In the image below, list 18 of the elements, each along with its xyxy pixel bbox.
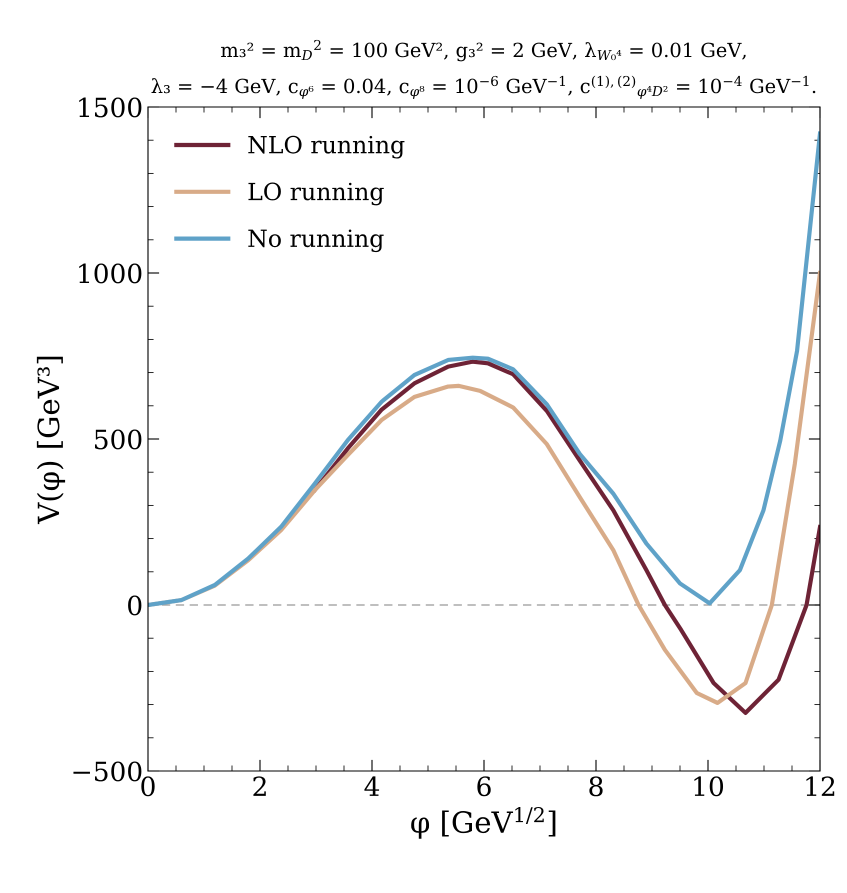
x-tick-label: 8 <box>589 776 603 796</box>
chart-title: m₃² = m$_{D}$$^{2}$ = 100 GeV², g₃² = 2 GeV, λ$_{W₀⁴}$ = 0.01 GeV, λ₃ = −4 GeV, c$_{φ⁶}$ = 0.04, c$_{φ⁸}$ = 10$^{−6}$ GeV$^{−1}$, c$^{(1),(2)}$$_{φ⁴D²}$ = 10$^{−4}$ GeV$^{−1}$. <box>152 40 816 99</box>
legend-label: NLO running <box>248 136 404 159</box>
y-tick-label: 1000 <box>79 263 142 284</box>
y-tick-label: 500 <box>95 429 142 450</box>
legend-label: LO running <box>248 182 384 206</box>
x-tick-label: 10 <box>694 776 724 796</box>
x-tick-label: 4 <box>364 776 380 796</box>
x-axis-title: φ [GeV$^{1/2}$] <box>411 806 556 839</box>
x-tick-label: 0 <box>141 776 155 796</box>
y-tick-label: −500 <box>73 761 142 782</box>
y-tick-label: 0 <box>128 595 142 616</box>
x-tick-label: 6 <box>477 776 491 796</box>
x-tick-label: 2 <box>253 776 266 796</box>
x-tick-label: 12 <box>806 776 834 796</box>
legend-label: No running <box>248 229 384 252</box>
y-axis-title: V(φ) [GeV³] <box>36 356 66 524</box>
y-tick-label: 1500 <box>79 97 142 118</box>
